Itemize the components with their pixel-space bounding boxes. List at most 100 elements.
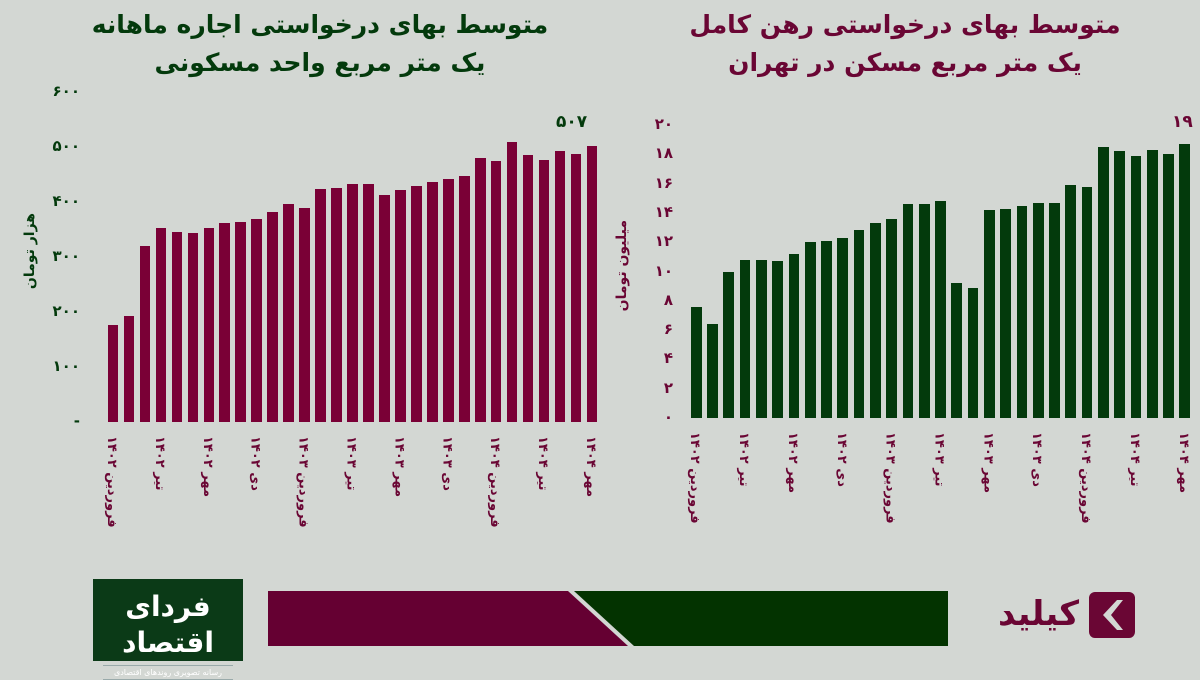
bar [1146, 149, 1158, 418]
x-tick-label: دی ۱۴۰۲ [833, 432, 849, 487]
bar [443, 179, 454, 422]
bar [267, 212, 278, 422]
y-tick-label: ۱۰ [654, 261, 673, 280]
right-chart-title-line2: یک متر مربع مسکن در تهران [728, 48, 1082, 77]
bar [538, 159, 550, 422]
bar [123, 315, 135, 422]
right-chart-title-line1: متوسط بهای درخواستی رهن کامل [689, 10, 1121, 39]
bar [951, 283, 963, 418]
x-tick-label: مهر ۱۴۰۳ [391, 436, 407, 497]
bar [1163, 154, 1174, 418]
x-tick-label: تیر ۱۴۰۴ [1126, 432, 1142, 487]
bar [155, 228, 167, 422]
bar [772, 261, 783, 418]
x-tick-label: مهر ۱۴۰۲ [199, 436, 215, 497]
kilid-logo: کیلید [965, 590, 1135, 640]
left-y-axis-label: هزار تومان [22, 213, 38, 290]
bar [331, 188, 342, 422]
bar [203, 228, 215, 422]
x-tick-label: فروردین ۱۴۰۲ [103, 436, 119, 528]
fardaye-eghtesad-logo: فردای اقتصاد رسانه تصویری روندهای اقتصاد… [93, 579, 243, 680]
x-tick-label: مهر ۱۴۰۴ [583, 436, 599, 497]
x-tick-label: فروردین ۱۴۰۳ [295, 436, 311, 528]
y-tick-label: ۸ [663, 290, 673, 309]
bar [251, 219, 262, 422]
bar [1098, 146, 1109, 418]
bar [1179, 144, 1191, 418]
kilid-chevron-icon [1089, 592, 1135, 638]
bar [869, 223, 881, 418]
y-tick-label: ۴ [663, 349, 673, 368]
x-tick-label: فروردین ۱۴۰۴ [487, 436, 503, 528]
bar [235, 222, 246, 422]
bar [474, 158, 486, 422]
bar [187, 233, 199, 422]
x-tick-label: تیر ۱۴۰۲ [151, 436, 167, 491]
bar [1130, 155, 1142, 418]
bar [395, 189, 406, 422]
bar [983, 209, 995, 418]
bar [522, 155, 534, 422]
bar [1016, 205, 1028, 418]
x-tick-label: مهر ۱۴۰۳ [980, 432, 996, 493]
y-tick-label: ۴۰۰ [52, 192, 80, 210]
bar [1049, 202, 1060, 418]
bar [490, 160, 502, 422]
bar [967, 287, 979, 418]
bar [379, 194, 390, 422]
right-end-value-label: ۱۹ [1172, 112, 1193, 132]
x-tick-label: تیر ۱۴۰۳ [931, 432, 947, 487]
bar [902, 204, 914, 418]
bar [347, 184, 358, 422]
bar [723, 271, 735, 418]
bar [219, 223, 231, 422]
bar [1000, 208, 1012, 418]
y-tick-label: ۲ [663, 378, 673, 397]
right-y-axis-label: میلیون تومان [614, 220, 630, 312]
logo-left-subtitle: رسانه تصویری روندهای اقتصادی [103, 665, 233, 680]
bar [363, 184, 374, 422]
y-tick-label: ۱۰۰ [52, 357, 80, 375]
y-tick-label: ۰ [663, 408, 673, 426]
y-tick-label: ۲۰۰ [52, 302, 80, 320]
bar [739, 259, 751, 418]
left-chart-title-line1: متوسط بهای درخواستی اجاره ماهانه [91, 10, 549, 39]
x-tick-label: تیر ۱۴۰۳ [343, 436, 359, 491]
y-tick-label: ۶۰۰ [52, 82, 80, 100]
bar [315, 189, 326, 422]
x-tick-label: فروردین ۱۴۰۲ [687, 432, 703, 524]
right-bar-plot [688, 125, 1193, 418]
bar [886, 218, 897, 418]
bar [837, 237, 849, 418]
x-tick-label: تیر ۱۴۰۴ [535, 436, 551, 491]
y-tick-label: ۳۰۰ [52, 247, 80, 265]
x-tick-label: فروردین ۱۴۰۴ [1078, 432, 1094, 524]
logo-left-main-text: فردای اقتصاد [122, 590, 214, 659]
x-tick-label: دی ۱۴۰۳ [439, 436, 455, 491]
y-tick-label: ۵۰۰ [52, 137, 80, 155]
bar [427, 182, 438, 422]
bar [1081, 186, 1093, 418]
bar [707, 324, 718, 418]
y-tick-label: - [73, 412, 80, 430]
bar [1065, 185, 1077, 418]
left-chart-title-line2: یک متر مربع واحد مسکونی [154, 48, 486, 77]
y-tick-label: ۱۴ [654, 202, 673, 221]
right-chart-title: متوسط بهای درخواستی رهن کامل یک متر مربع… [640, 6, 1170, 82]
bar [690, 306, 702, 418]
left-end-value-label: ۵۰۷ [556, 112, 588, 132]
bar [586, 145, 598, 422]
left-bar-plot [105, 92, 600, 422]
y-tick-label: ۲۰ [654, 115, 673, 133]
bar [821, 240, 832, 418]
footer-stripe-maroon [268, 591, 628, 646]
bar [935, 201, 946, 418]
footer-stripe-green [574, 591, 948, 646]
x-tick-label: فروردین ۱۴۰۳ [882, 432, 898, 524]
footer-stripe [268, 591, 948, 646]
bar [506, 141, 518, 422]
bar [570, 154, 582, 422]
bar [853, 230, 865, 418]
bar [918, 204, 930, 418]
x-tick-label: مهر ۱۴۰۴ [1175, 432, 1191, 493]
